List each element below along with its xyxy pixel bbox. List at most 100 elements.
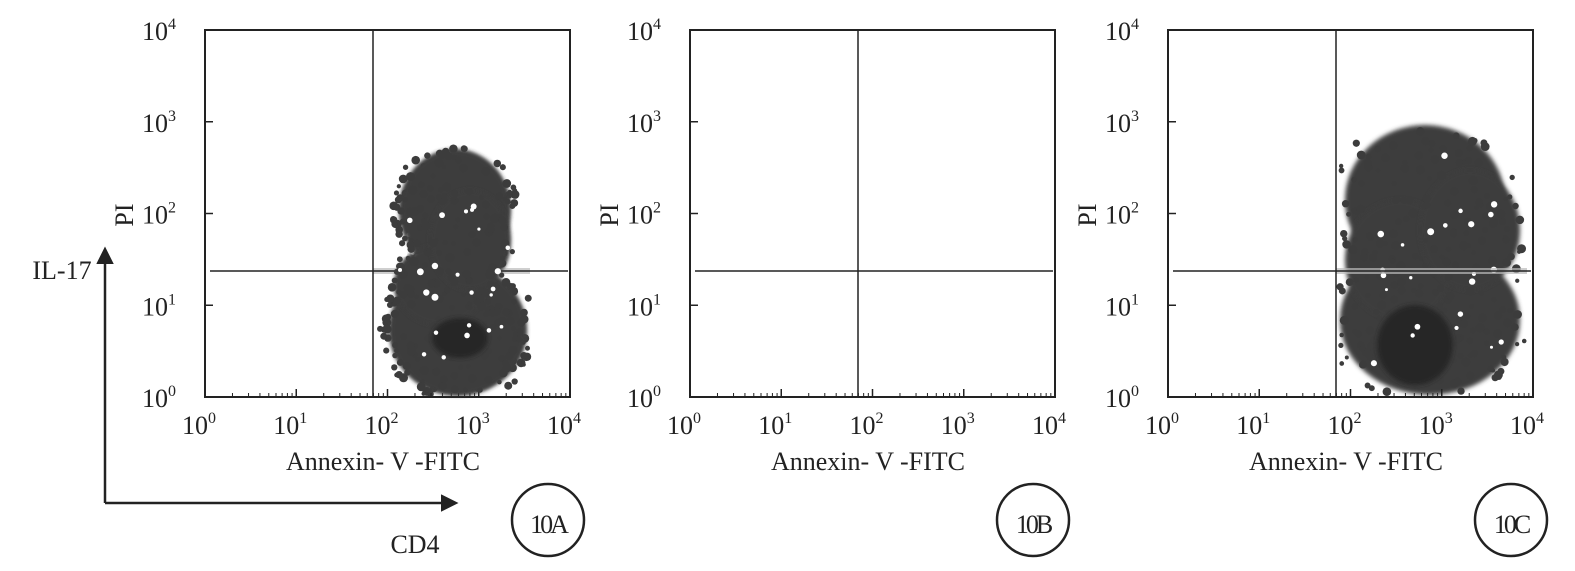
- tick-base: 10: [142, 109, 168, 138]
- tick-base: 10: [547, 411, 573, 440]
- cell-dot: [393, 297, 401, 304]
- cell-dot: [1389, 258, 1396, 264]
- cell-dot: [497, 335, 502, 341]
- cell-dot: [1470, 350, 1478, 358]
- cell-dot: [1358, 180, 1365, 187]
- tick-exponent: 2: [391, 410, 399, 427]
- tick-base: 10: [627, 201, 653, 230]
- cell-dot: [411, 155, 421, 165]
- gap-dot: [407, 217, 413, 224]
- cell-dot: [480, 351, 489, 360]
- cell-dot: [1511, 323, 1519, 331]
- cell-dot: [1515, 278, 1520, 283]
- cell-dot: [463, 387, 468, 393]
- tick-exponent: 4: [168, 16, 176, 33]
- cell-dot: [1372, 354, 1377, 359]
- gap-dot: [1457, 311, 1464, 317]
- cell-dot: [1423, 237, 1428, 243]
- cell-dot: [1359, 345, 1366, 352]
- cell-dot: [1468, 176, 1478, 186]
- cell-dot: [482, 321, 488, 326]
- cell-dot: [1478, 236, 1487, 245]
- cell-dot: [427, 195, 435, 203]
- gap-dot: [466, 323, 472, 328]
- cell-dot: [1428, 140, 1436, 147]
- cell-dot: [1342, 235, 1348, 242]
- cell-dot: [510, 184, 517, 191]
- y-tick-label: 103: [1105, 108, 1139, 138]
- gap-dot: [1414, 323, 1421, 330]
- cell-dot: [1351, 207, 1357, 213]
- cell-dot: [415, 356, 421, 362]
- cell-dot: [461, 145, 468, 152]
- cell-dot: [421, 391, 426, 396]
- x-tick-label: 102: [1328, 410, 1362, 440]
- cell-dot: [1446, 292, 1455, 300]
- cell-dot: [502, 308, 510, 316]
- panel-label: 10C: [1494, 510, 1530, 539]
- cell-dot: [459, 164, 468, 173]
- cell-dot: [1421, 137, 1430, 146]
- cell-dot: [1368, 385, 1375, 392]
- gap-dot: [431, 262, 439, 270]
- cell-dot: [432, 367, 441, 376]
- y-tick-label: 101: [142, 291, 176, 321]
- cell-dot: [498, 272, 505, 278]
- cell-dot: [435, 316, 442, 323]
- panel-badge: [1473, 482, 1549, 558]
- cell-dot: [1487, 365, 1494, 373]
- cell-dot: [436, 194, 442, 200]
- cell-dot: [429, 239, 438, 248]
- cell-dot: [1444, 273, 1453, 281]
- gap-dot: [433, 330, 439, 335]
- cell-dot: [1381, 153, 1390, 163]
- cell-dot: [419, 366, 429, 375]
- cell-dot: [1491, 297, 1497, 303]
- cell-dot: [1512, 202, 1519, 210]
- gap-dot: [1400, 243, 1405, 247]
- cell-dot: [1366, 232, 1373, 239]
- cell-dot: [429, 322, 437, 330]
- cell-dot: [1469, 327, 1476, 334]
- cell-dot: [1435, 375, 1444, 385]
- tick-base: 10: [273, 411, 299, 440]
- cell-dot: [438, 381, 447, 390]
- cell-dot: [1509, 174, 1515, 181]
- cell-dot: [1503, 318, 1512, 328]
- cell-dot: [382, 324, 392, 334]
- cell-dot: [524, 354, 530, 360]
- cell-dot: [1459, 319, 1468, 328]
- cell-dot: [1432, 289, 1439, 296]
- cell-dot: [1385, 309, 1392, 316]
- cell-dot: [466, 364, 471, 369]
- cell-dot: [501, 277, 511, 287]
- cell-dot: [1338, 163, 1344, 169]
- cell-dot: [1477, 313, 1487, 323]
- cell-dot: [1392, 195, 1400, 204]
- tick-exponent: 4: [1131, 16, 1139, 33]
- cell-dot: [1416, 165, 1425, 175]
- cell-dot: [1453, 377, 1462, 386]
- cell-dot: [1374, 145, 1381, 153]
- cell-dot: [434, 158, 444, 168]
- panel-label: 10A: [530, 510, 569, 539]
- x-tick-label: 101: [273, 410, 307, 440]
- y-tick-label: 102: [142, 200, 176, 230]
- gap-dot: [1427, 228, 1435, 236]
- cell-dot: [488, 263, 497, 273]
- tick-exponent: 3: [1445, 410, 1453, 427]
- tick-base: 10: [182, 411, 208, 440]
- cell-dot: [1501, 354, 1507, 360]
- cell-dot: [424, 334, 434, 343]
- cell-dot: [520, 308, 528, 317]
- cell-dot: [1474, 205, 1479, 210]
- cell-dot: [407, 290, 415, 298]
- cell-dot: [502, 363, 512, 373]
- tick-exponent: 2: [1131, 200, 1139, 217]
- cell-dot: [390, 309, 399, 318]
- tick-exponent: 1: [784, 410, 792, 427]
- cell-dot: [1348, 245, 1358, 255]
- cell-dot: [1360, 253, 1368, 262]
- cell-dot: [477, 387, 483, 393]
- cell-dot: [1499, 306, 1506, 313]
